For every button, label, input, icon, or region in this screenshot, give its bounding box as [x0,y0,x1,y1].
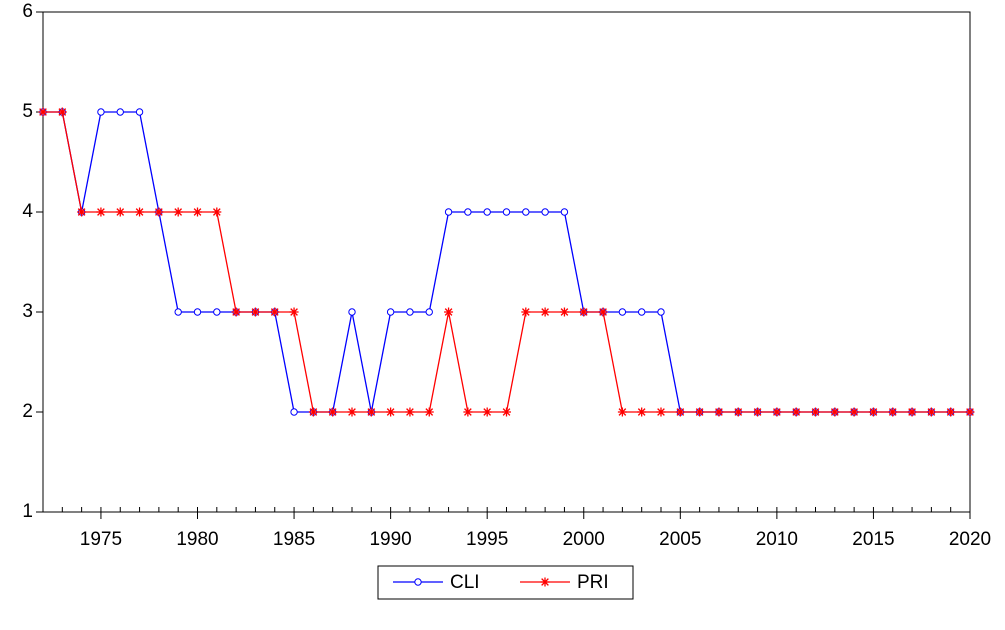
point [444,307,454,317]
point [193,207,202,217]
point [540,307,550,317]
point [483,208,491,216]
point [38,107,48,117]
series-line [43,111,970,413]
x-tick-label: 1990 [369,529,411,550]
point [174,308,182,316]
point [231,307,241,317]
point [618,308,627,316]
legend-label: PRI [577,572,609,593]
point [290,408,298,416]
x-tick-label: 1995 [466,529,508,550]
y-tick-label: 1 [22,501,33,522]
point [270,307,280,317]
point [308,407,318,417]
point [965,407,975,417]
y-tick-label: 5 [22,101,33,122]
y-tick-label: 6 [22,1,33,22]
point [193,308,202,316]
point [714,407,724,417]
point [559,307,569,317]
point [386,407,396,417]
y-tick-label: 3 [22,301,33,322]
point [502,407,511,417]
point [348,308,356,316]
point [888,407,898,417]
point [482,407,492,417]
x-tick-label: 1985 [273,529,315,550]
point [637,308,646,316]
series-line [43,111,970,413]
point [173,207,183,217]
x-tick-label: 1975 [80,529,122,550]
point [366,407,376,417]
x-tick-label: 2015 [852,529,894,550]
point [154,207,164,217]
point [753,407,763,417]
point [868,407,878,417]
point [289,307,299,317]
point [213,308,221,316]
point [560,208,569,216]
y-tick-label: 4 [22,201,33,222]
x-tick-label: 2000 [563,529,605,550]
point [830,407,840,417]
point [57,107,67,117]
point [425,308,433,316]
point [463,407,473,417]
point [791,407,801,417]
point [811,407,820,417]
point [733,407,743,417]
point [212,207,222,217]
x-tick-label: 1980 [176,529,218,550]
point [598,307,608,317]
x-tick-label: 2005 [659,529,701,550]
point [424,407,434,417]
point [541,208,549,216]
point [617,407,627,417]
plot-frame [42,11,971,513]
point [637,407,647,417]
point [464,208,472,216]
point [946,407,956,417]
point [656,407,666,417]
point [135,207,145,217]
point [522,208,530,216]
point [405,407,415,417]
y-tick-label: 2 [22,401,33,422]
point [135,108,144,116]
point [502,208,511,216]
point [77,207,87,217]
point [347,407,357,417]
point [926,407,936,417]
legend-label: CLI [450,572,480,593]
point [444,208,453,216]
legend-marker [540,577,550,587]
point [907,407,917,417]
point [406,308,414,316]
point [675,407,685,417]
x-tick-label: 2020 [949,529,991,550]
point [115,207,125,217]
point [849,407,859,417]
point [250,307,260,317]
point [97,108,105,116]
point [328,407,338,417]
legend-marker [414,578,422,586]
point [772,407,782,417]
point [116,108,124,116]
point [386,308,395,316]
x-tick-label: 2010 [756,529,798,550]
point [521,307,531,317]
point [695,407,705,417]
point [96,207,106,217]
point [579,307,589,317]
point [657,308,665,316]
